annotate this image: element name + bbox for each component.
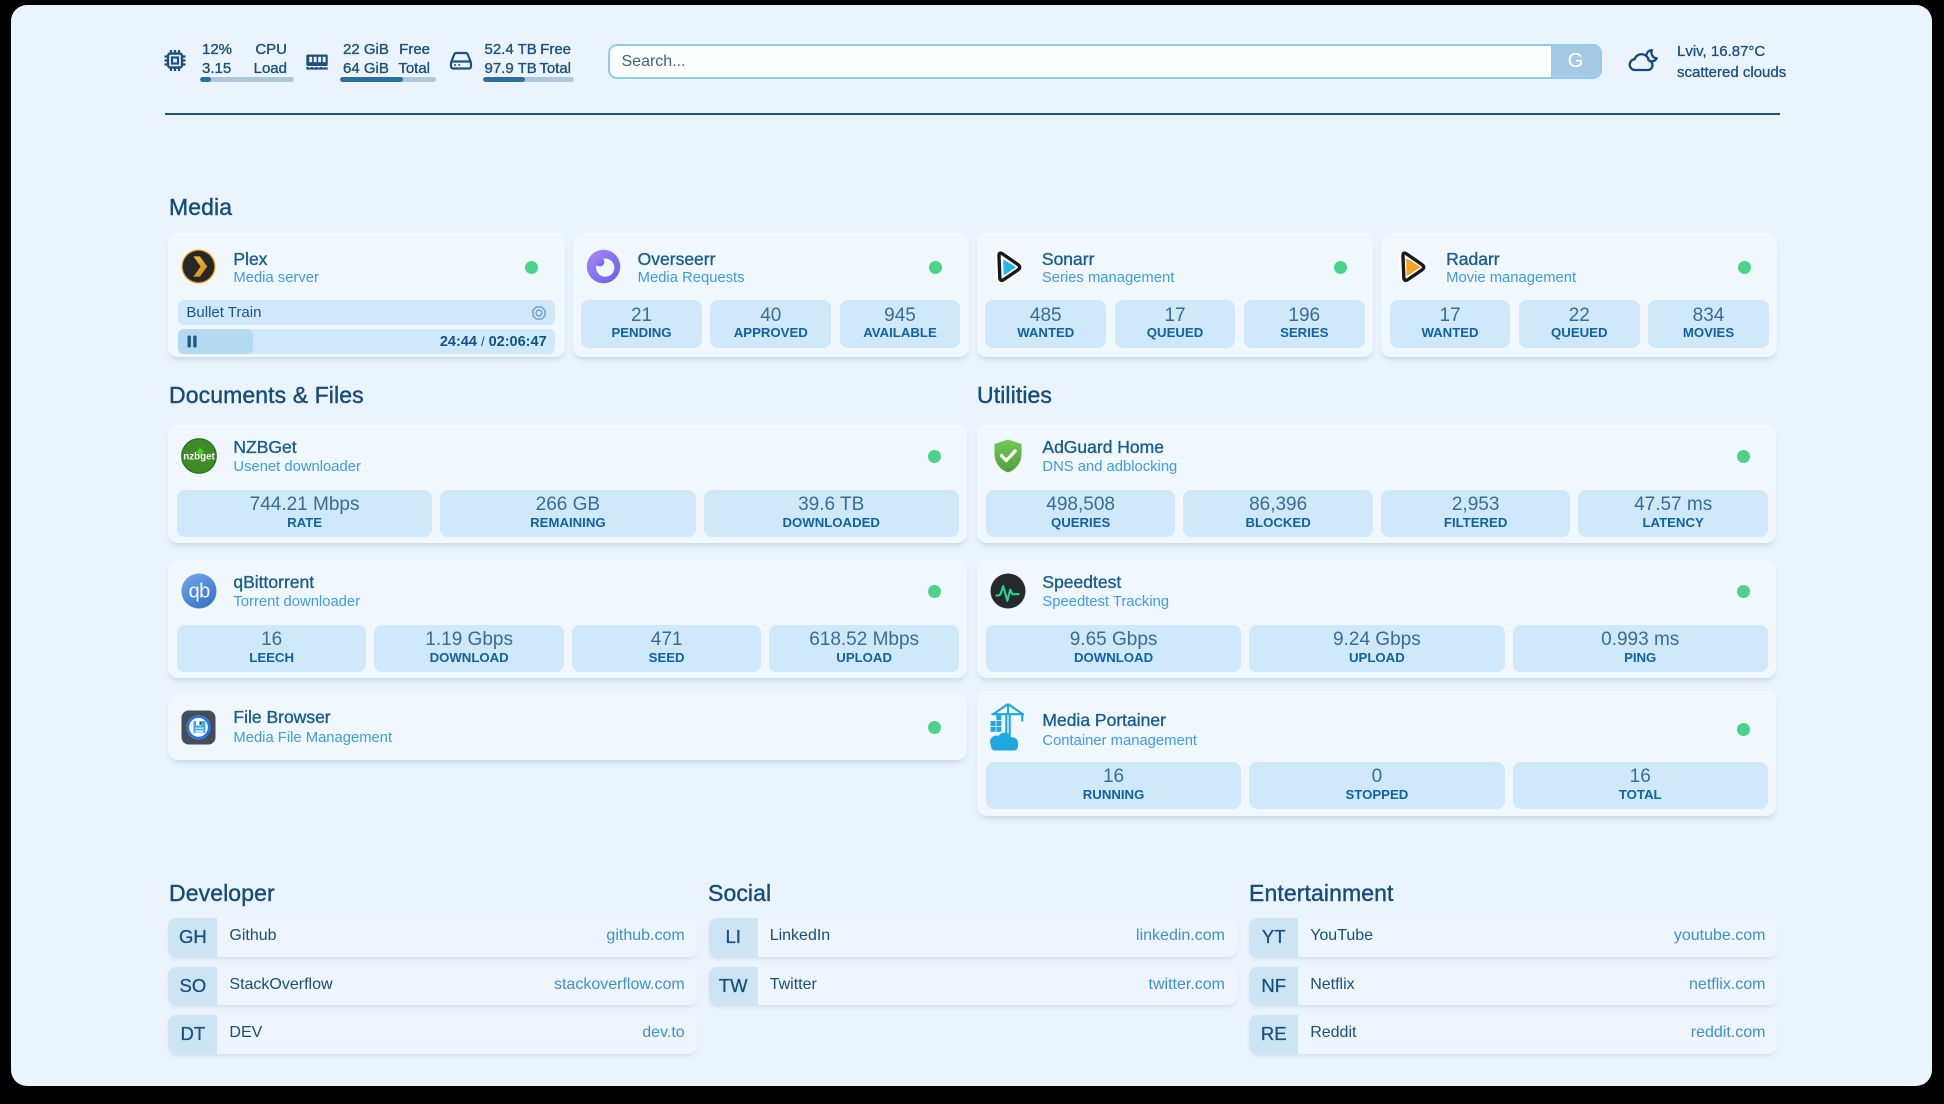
svg-text:nzbget: nzbget	[184, 452, 216, 463]
svg-text:qb: qb	[189, 581, 211, 603]
